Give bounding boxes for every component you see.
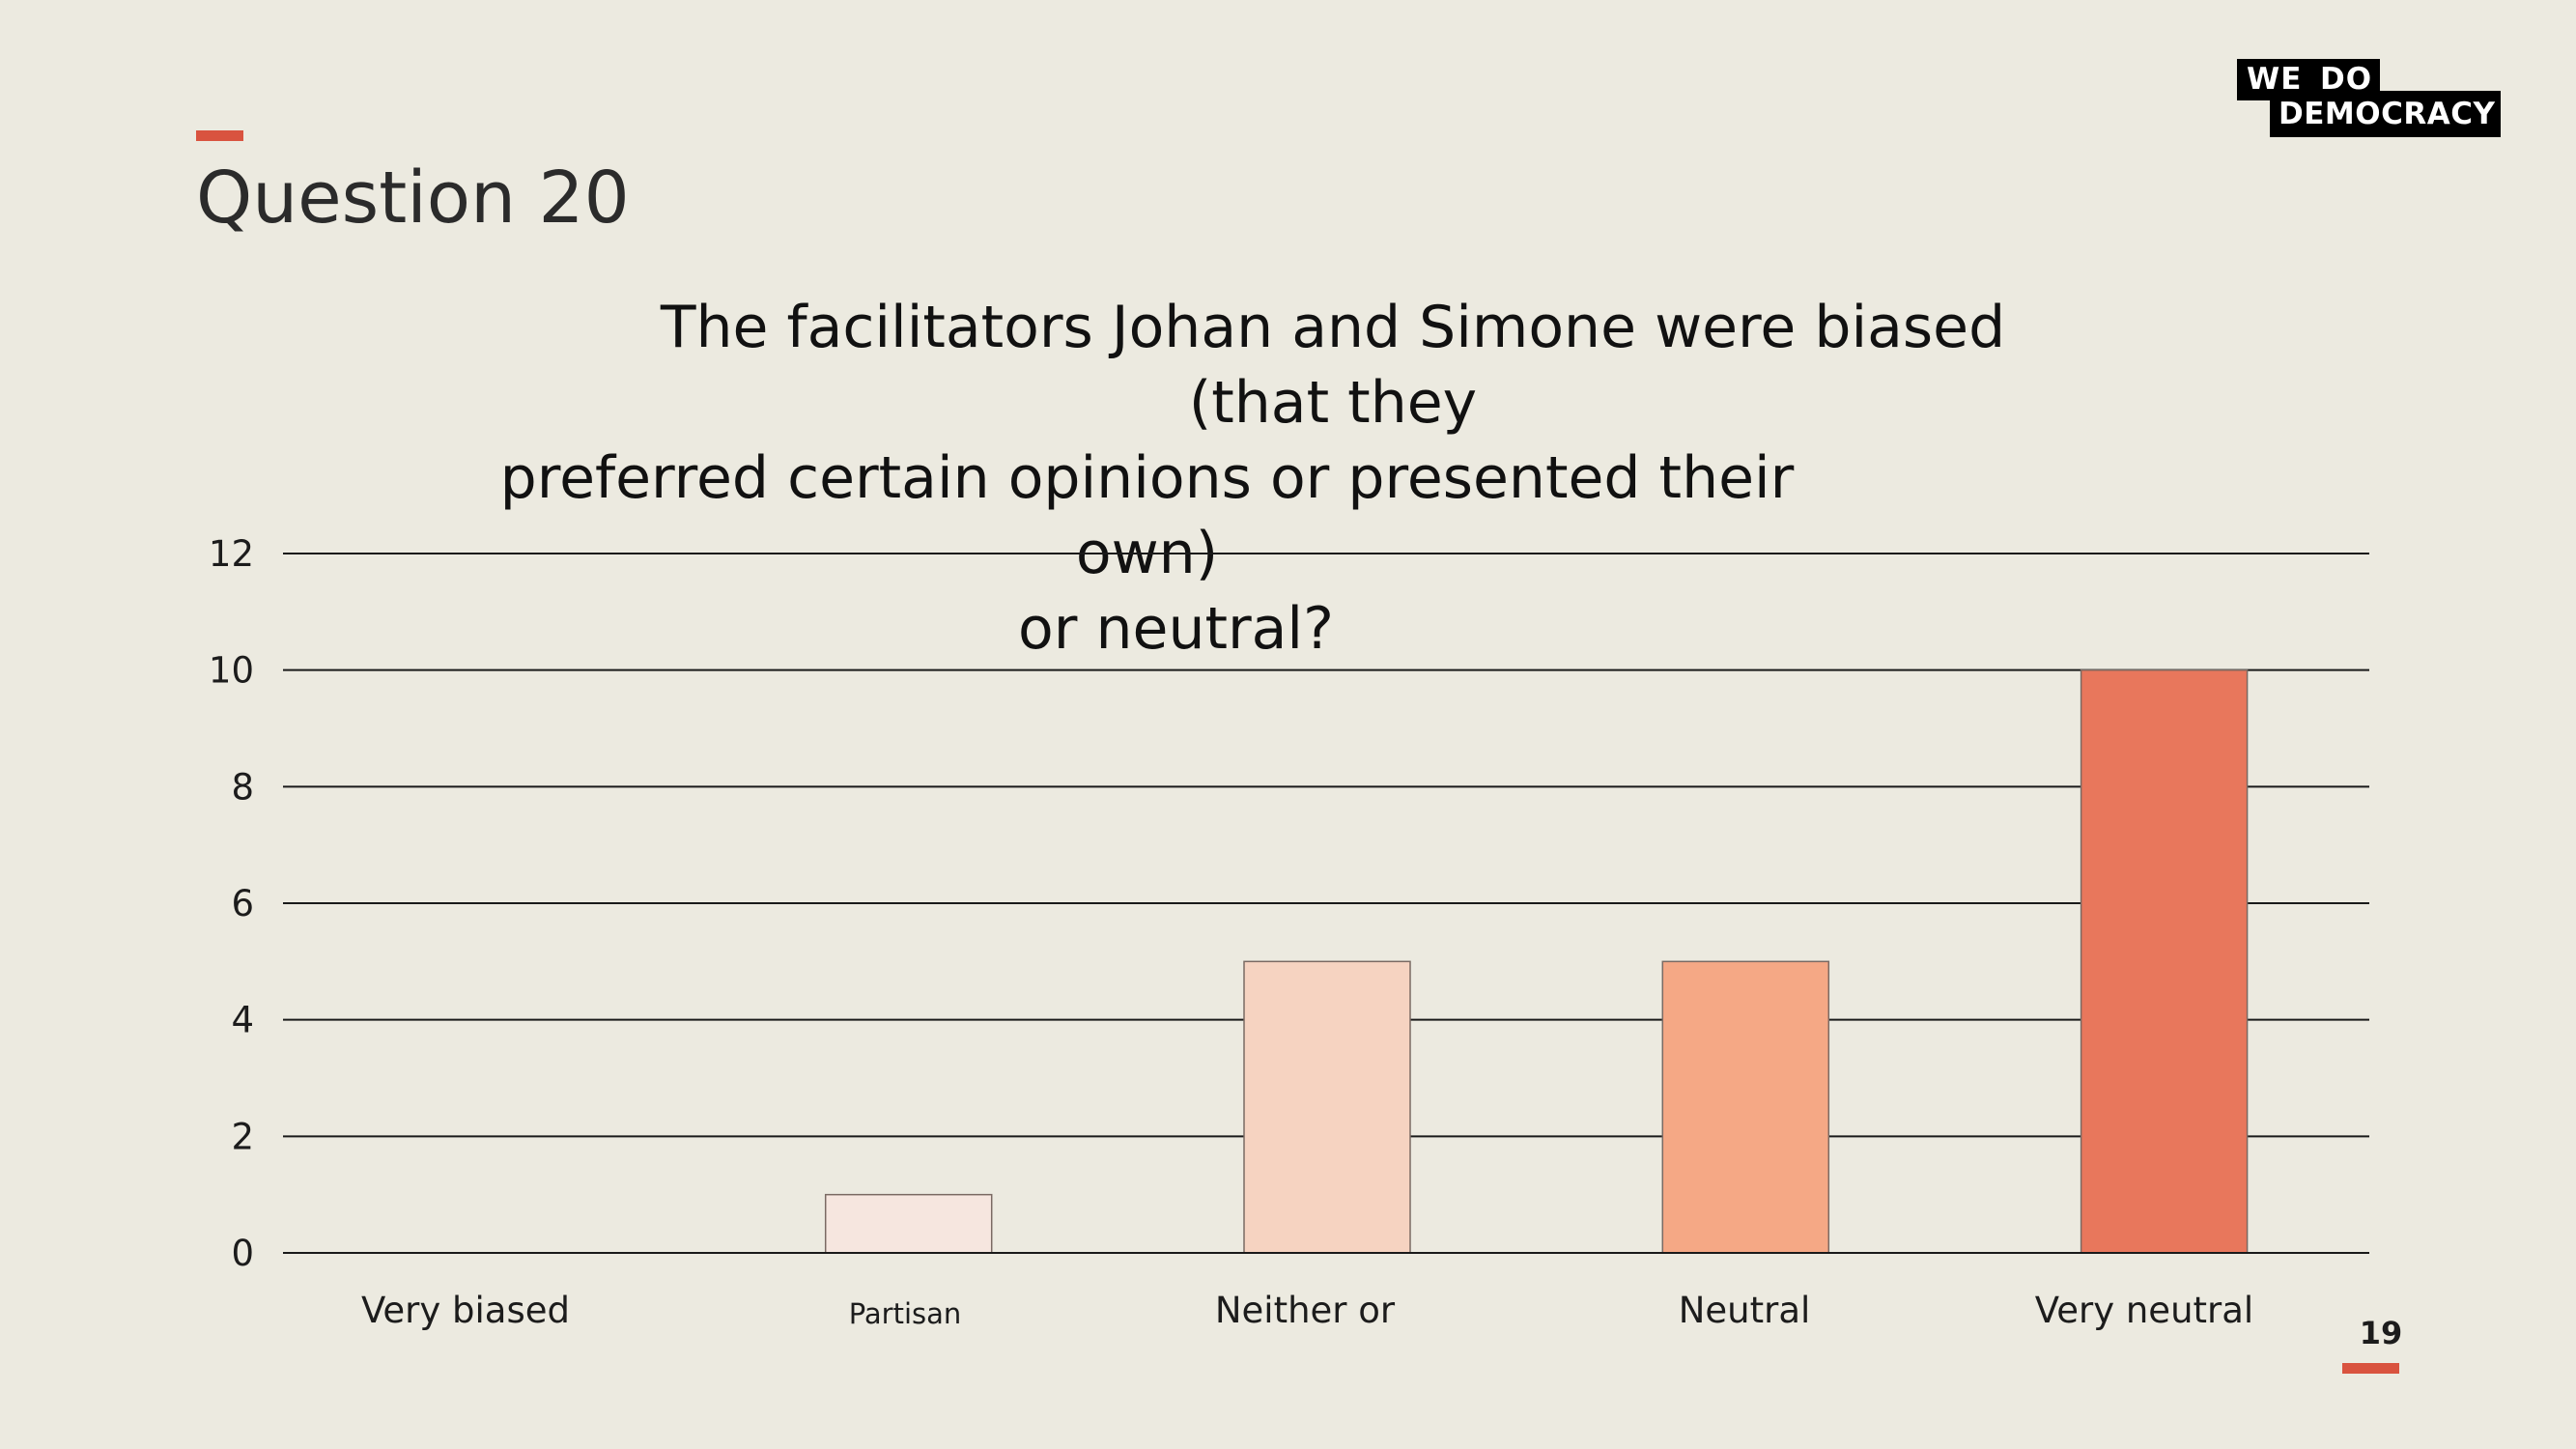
y-tick-label: 4 <box>231 1000 254 1041</box>
x-tick-label: Partisan <box>849 1297 962 1330</box>
y-tick-label: 10 <box>209 650 254 692</box>
page-number-accent <box>2342 1363 2399 1374</box>
bar-neutral <box>1661 960 1830 1254</box>
y-tick-label: 12 <box>209 533 254 575</box>
logo-bottom-box: DEMOCRACY <box>2270 91 2501 137</box>
y-tick-label: 8 <box>231 766 254 808</box>
y-axis-tick-labels: 0 2 4 6 8 10 12 <box>209 533 254 1274</box>
question-line-1: The facilitators Johan and Simone were b… <box>660 294 2006 437</box>
bar-neither-or <box>1243 960 1411 1254</box>
title-accent-bar <box>196 130 243 141</box>
question-line-3: or neutral? <box>1018 595 1334 663</box>
y-tick-label: 0 <box>231 1233 254 1274</box>
x-axis-tick-labels: Very biased Partisan Neither or Neutral Very… <box>361 1290 2253 1331</box>
bar-very-neutral <box>2080 668 2249 1254</box>
slide-title: Question 20 <box>196 156 630 240</box>
y-tick-label: 2 <box>231 1116 254 1157</box>
bar-layer <box>283 668 2369 1254</box>
page-number: 19 <box>2359 1315 2403 1351</box>
x-tick-label: Neither or <box>1215 1290 1396 1331</box>
x-tick-label: Neutral <box>1679 1290 1811 1331</box>
x-tick-label: Very biased <box>361 1290 570 1331</box>
y-tick-label: 6 <box>231 883 254 924</box>
bar-partisan <box>824 1193 993 1254</box>
x-tick-label: Very neutral <box>2035 1290 2253 1331</box>
we-do-democracy-logo: WE DO DEMOCRACY <box>2237 59 2501 137</box>
